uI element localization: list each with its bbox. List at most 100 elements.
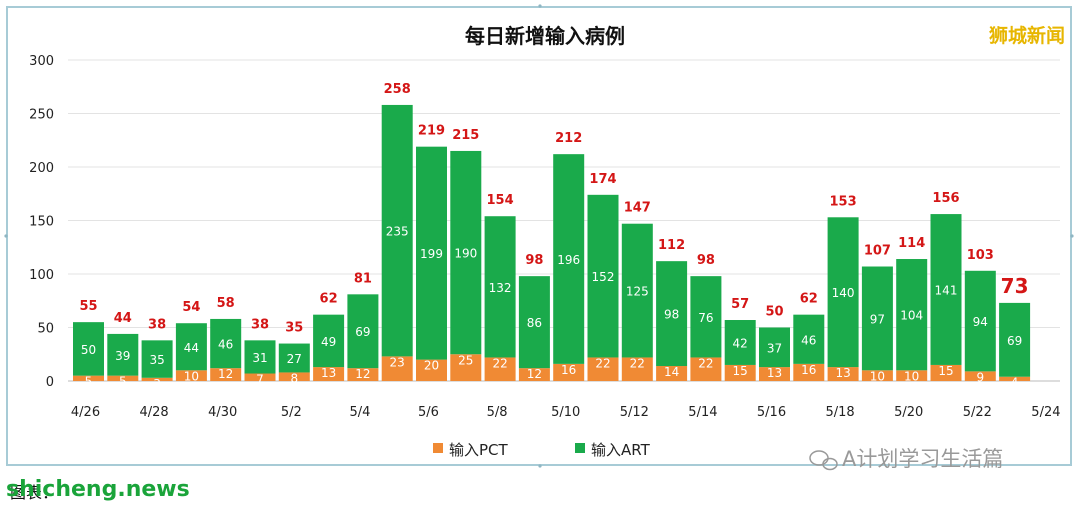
- total-value-label: 219: [418, 124, 445, 139]
- bar-pct: [313, 367, 345, 381]
- bar-art: [964, 270, 996, 372]
- bar-pct: [518, 368, 550, 381]
- x-tick-label: 5/12: [620, 405, 649, 420]
- bar-pct: [587, 357, 619, 381]
- wechat-icon: [822, 457, 838, 471]
- art-value-label: 152: [592, 270, 615, 284]
- bar-pct: [724, 364, 756, 381]
- total-value-label: 54: [182, 300, 200, 315]
- art-value-label: 37: [767, 341, 782, 355]
- total-value-label: 81: [354, 271, 372, 286]
- bar-pct: [861, 370, 893, 381]
- art-value-label: 190: [454, 247, 477, 261]
- site-watermark: shicheng.news: [6, 477, 190, 502]
- total-value-label: 62: [800, 292, 818, 307]
- legend-label-art: 输入ART: [591, 441, 651, 459]
- total-value-label: 50: [765, 305, 783, 320]
- total-value-label: 98: [697, 253, 715, 268]
- art-value-label: 69: [1007, 334, 1022, 348]
- bar-pct: [244, 373, 276, 381]
- bar-art: [759, 327, 790, 368]
- pct-value-label: 10: [184, 369, 199, 383]
- art-value-label: 46: [218, 338, 233, 352]
- bar-pct: [381, 356, 413, 381]
- x-tick-label: 5/18: [825, 405, 854, 420]
- y-tick-label: 200: [29, 161, 54, 176]
- art-value-label: 199: [420, 247, 443, 261]
- y-tick-label: 250: [29, 108, 54, 123]
- total-value-label: 154: [487, 193, 514, 208]
- pct-value-label: 10: [870, 369, 885, 383]
- watermark-text: A计划学习生活篇: [842, 447, 1003, 471]
- bar-art: [553, 154, 585, 364]
- total-value-label: 112: [658, 238, 685, 253]
- bar-art: [381, 104, 413, 357]
- total-value-label: 57: [731, 297, 749, 312]
- caption-text: 图表：: [10, 483, 58, 502]
- art-value-label: 39: [115, 349, 130, 363]
- art-value-label: 27: [287, 352, 302, 366]
- bar-pct: [484, 357, 516, 381]
- bar-pct: [416, 359, 447, 381]
- bar-art: [690, 276, 722, 358]
- bar-art: [621, 223, 653, 358]
- total-value-label: 147: [624, 201, 651, 216]
- resize-handle: [4, 234, 8, 238]
- bar-pct: [896, 370, 928, 381]
- bar-art: [656, 261, 688, 367]
- pct-value-label: 10: [904, 369, 919, 383]
- total-value-label: 215: [452, 128, 479, 143]
- x-tick-label: 4/30: [208, 405, 237, 420]
- bar-art: [896, 259, 928, 371]
- y-tick-label: 100: [29, 268, 54, 283]
- total-value-label: 62: [320, 292, 338, 307]
- x-tick-label: 5/14: [688, 405, 717, 420]
- bar-art: [313, 314, 345, 368]
- pct-value-label: 20: [424, 359, 439, 373]
- x-tick-label: 5/16: [757, 405, 786, 420]
- pct-value-label: 16: [561, 363, 576, 377]
- total-value-label: 35: [285, 321, 303, 336]
- total-value-label: 153: [830, 194, 857, 209]
- pct-value-label: 8: [290, 371, 298, 385]
- pct-value-label: 22: [492, 356, 507, 370]
- art-value-label: 140: [832, 286, 855, 300]
- pct-value-label: 12: [527, 367, 542, 381]
- x-tick-label: 4/26: [71, 405, 100, 420]
- legend-label-pct: 输入PCT: [449, 441, 509, 459]
- pct-value-label: 22: [698, 356, 713, 370]
- legend-swatch-art: [575, 443, 585, 453]
- total-value-label: 38: [251, 317, 269, 332]
- pct-value-label: 15: [938, 364, 953, 378]
- bar-pct: [347, 368, 379, 381]
- art-value-label: 97: [870, 312, 885, 326]
- bar-art: [484, 216, 516, 358]
- art-value-label: 104: [900, 309, 923, 323]
- pct-value-label: 4: [1011, 376, 1019, 390]
- total-value-label: 73: [1001, 274, 1029, 298]
- pct-value-label: 14: [664, 365, 679, 379]
- total-value-label: 103: [967, 248, 994, 263]
- y-tick-label: 300: [29, 54, 54, 69]
- bar-pct: [175, 370, 207, 381]
- art-value-label: 76: [698, 311, 713, 325]
- legend-swatch-pct: [433, 443, 443, 453]
- bar-art: [141, 340, 173, 378]
- bar-art: [416, 146, 447, 360]
- bar-pct: [690, 357, 722, 381]
- bar-art: [587, 194, 619, 358]
- bar-pct: [656, 366, 688, 381]
- bar-pct: [73, 375, 104, 381]
- pct-value-label: 13: [321, 366, 336, 380]
- art-value-label: 86: [527, 316, 542, 330]
- total-value-label: 212: [555, 131, 582, 146]
- chart-frame: [6, 6, 1072, 466]
- chart-title: 每日新增输入病例: [465, 24, 625, 48]
- pct-value-label: 9: [976, 370, 984, 384]
- total-value-label: 38: [148, 317, 166, 332]
- total-value-label: 58: [217, 296, 235, 311]
- bar-art: [450, 150, 482, 355]
- x-tick-label: 5/6: [418, 405, 439, 420]
- total-value-label: 174: [589, 172, 616, 187]
